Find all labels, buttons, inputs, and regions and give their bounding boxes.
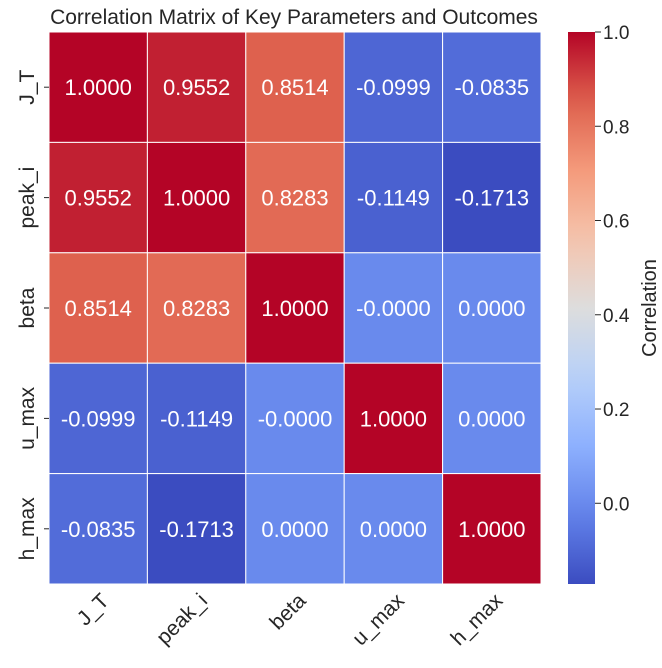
cell-label: -0.0999 — [61, 406, 136, 431]
cell-label: 1.0000 — [360, 406, 427, 431]
heatmap-cell — [146, 473, 247, 585]
cell-label: -0.0835 — [454, 75, 529, 100]
colorbar-tick-label: 0.2 — [603, 400, 629, 421]
cell-label: -0.0000 — [258, 406, 333, 431]
heatmap-cell — [245, 473, 345, 585]
x-tick-label: peak_i — [152, 589, 212, 649]
cell-label: 0.9552 — [65, 186, 132, 211]
heatmap-cell — [146, 362, 247, 475]
heatmap-cell — [343, 362, 444, 475]
cell-label: 0.9552 — [163, 75, 230, 100]
heatmap-cell — [245, 362, 345, 475]
y-tick-label: u_max — [16, 386, 39, 450]
cell-label: -0.1713 — [159, 517, 234, 542]
heatmap-cell — [245, 141, 345, 254]
heatmap-cell — [48, 141, 148, 254]
cell-label: 1.0000 — [458, 517, 525, 542]
heatmap-cell — [146, 31, 247, 143]
colorbar-tick-label: 1.0 — [603, 23, 629, 44]
cell-label: 1.0000 — [163, 186, 230, 211]
x-tick-label: u_max — [348, 589, 409, 650]
cell-label: -0.0999 — [356, 75, 431, 100]
heatmap-cell — [48, 31, 148, 143]
colorbar-tick-label: 0.8 — [603, 117, 629, 138]
cell-label: -0.0835 — [61, 517, 136, 542]
heatmap-cell — [48, 473, 148, 585]
y-tick-label: h_max — [16, 497, 39, 561]
heatmap-cell — [442, 252, 542, 364]
cell-label: 0.0000 — [458, 406, 525, 431]
cell-label: 0.0000 — [458, 296, 525, 321]
cell-label: 0.0000 — [360, 517, 427, 542]
cell-label: -0.1149 — [160, 406, 233, 431]
x-tick-label: beta — [265, 589, 310, 634]
heatmap-cell — [245, 31, 345, 143]
cell-label: -0.1713 — [454, 186, 529, 211]
x-tick-label: J_T — [73, 589, 114, 630]
colorbar — [568, 32, 595, 584]
colorbar-tick-label: 0.6 — [603, 212, 629, 233]
heatmap-cell — [442, 362, 542, 475]
cell-label: 0.8514 — [261, 75, 328, 100]
cell-label: 0.8283 — [261, 186, 328, 211]
heatmap-cell — [343, 31, 444, 143]
cell-label: 1.0000 — [65, 75, 132, 100]
cell-label: 0.8514 — [65, 296, 132, 321]
heatmap-cell — [442, 141, 542, 254]
heatmap-cell — [245, 252, 345, 364]
colorbar-tick-label: 0.0 — [603, 494, 629, 515]
heatmap-cell — [343, 252, 444, 364]
cell-label: -0.0000 — [356, 296, 431, 321]
colorbar-tick-label: 0.4 — [603, 306, 630, 327]
y-tick-label: J_T — [16, 70, 39, 105]
y-tick-label: peak_i — [16, 167, 39, 229]
heatmap-cell — [442, 31, 542, 143]
cell-label: 1.0000 — [261, 296, 328, 321]
cell-label: 0.8283 — [163, 296, 230, 321]
chart-title: Correlation Matrix of Key Parameters and… — [50, 6, 538, 29]
colorbar-label: Correlation — [639, 259, 661, 357]
cell-label: -0.1149 — [357, 186, 430, 211]
heatmap-cell — [442, 473, 542, 585]
cell-label: 0.0000 — [261, 517, 328, 542]
heatmap-cell — [146, 252, 247, 364]
x-tick-label: h_max — [447, 589, 508, 650]
y-tick-label: beta — [16, 287, 39, 328]
